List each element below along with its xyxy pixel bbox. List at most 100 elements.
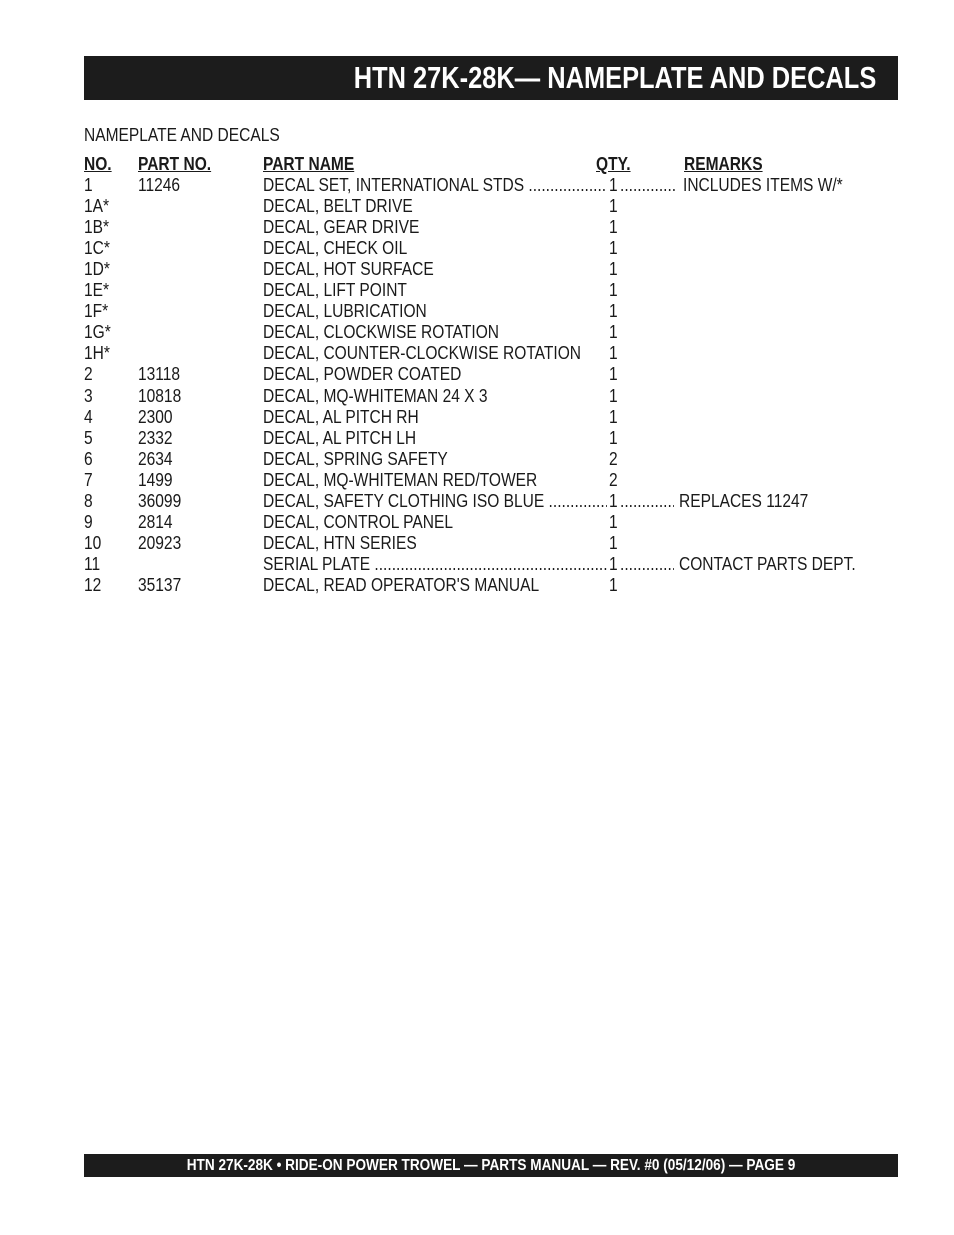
qty: 1 [609, 300, 618, 322]
table-row: 9 2814 DECAL, CONTROL PANEL 1 [0, 510, 954, 533]
table-row: 1E* DECAL, LIFT POINT 1 [0, 279, 954, 302]
qty: 1 [609, 195, 618, 217]
item-no: 1D* [84, 258, 110, 280]
qty: 1 [609, 573, 618, 595]
page-title-bar: HTN 27K-28K— NAMEPLATE AND DECALS [84, 56, 898, 100]
table-row: 1A* DECAL, BELT DRIVE 1 [0, 195, 954, 218]
col-part-no: PART NO. [138, 153, 212, 174]
section-title: NAMEPLATE AND DECALS [84, 124, 280, 145]
qty: 1 [609, 405, 618, 427]
table-row: 3 10818 DECAL, MQ-WHITEMAN 24 X 3 1 [0, 384, 954, 407]
item-no: 2 [84, 363, 93, 385]
qty: 1 [609, 321, 618, 343]
qty: 2 [609, 447, 618, 469]
part-name: DECAL, READ OPERATOR'S MANUAL [263, 573, 540, 595]
table-row: 2 13118 DECAL, POWDER COATED 1 [0, 363, 954, 386]
part-name: DECAL, HOT SURFACE [263, 258, 434, 280]
part-name: DECAL, CLOCKWISE ROTATION [263, 321, 500, 343]
part-name: DECAL, COUNTER-CLOCKWISE ROTATION [263, 342, 582, 364]
part-name: DECAL, MQ-WHITEMAN RED/TOWER [263, 468, 538, 490]
dot-leader: ........................................… [620, 489, 674, 511]
qty: 1 [609, 384, 618, 406]
col-qty: QTY. [596, 153, 631, 174]
item-no: 1 [84, 174, 93, 195]
qty: 1 [609, 531, 618, 553]
table-row: 1 11246 DECAL SET, INTERNATIONAL STDS ....… [84, 174, 843, 196]
table-row: 11 SERIAL PLATE .........................… [84, 552, 856, 575]
item-no: 7 [84, 468, 93, 490]
table-row: 10 20923 DECAL, HTN SERIES 1 [0, 531, 954, 554]
item-no: 5 [84, 426, 93, 448]
part-no: 11246 [138, 174, 181, 195]
part-name: DECAL, HTN SERIES [263, 531, 417, 553]
item-no: 1C* [84, 237, 110, 259]
table-row: 12 35137 DECAL, READ OPERATOR'S MANUAL 1 [0, 573, 954, 596]
qty: 2 [609, 468, 618, 490]
qty: 1 [609, 237, 618, 259]
part-name: DECAL, SPRING SAFETY [263, 447, 448, 469]
part-name: DECAL, POWDER COATED [263, 363, 462, 385]
part-name: DECAL, GEAR DRIVE [263, 216, 420, 238]
item-no: 1H* [84, 342, 110, 364]
part-no: 10818 [138, 384, 182, 406]
dot-leader: ........................................… [620, 174, 677, 195]
remarks: CONTACT PARTS DEPT. [679, 552, 856, 574]
part-no: 36099 [138, 489, 182, 511]
item-no: 11 [84, 552, 101, 574]
part-name: DECAL SET, INTERNATIONAL STDS [263, 174, 525, 195]
page-footer: HTN 27K-28K • RIDE-ON POWER TROWEL — PAR… [84, 1154, 898, 1177]
footer-text: HTN 27K-28K • RIDE-ON POWER TROWEL — PAR… [186, 1157, 796, 1174]
item-no: 3 [84, 384, 93, 406]
item-no: 1F* [84, 300, 109, 322]
qty: 1 [609, 552, 618, 574]
table-row: 1D* DECAL, HOT SURFACE 1 [0, 258, 954, 281]
item-no: 1G* [84, 321, 111, 343]
table-row: 1B* DECAL, GEAR DRIVE 1 [0, 216, 954, 239]
item-no: 1E* [84, 279, 110, 301]
item-no: 1A* [84, 195, 110, 217]
part-name: DECAL, LUBRICATION [263, 300, 427, 322]
item-no: 6 [84, 447, 93, 469]
qty: 1 [609, 510, 618, 532]
part-name: DECAL, SAFETY CLOTHING ISO BLUE [263, 489, 545, 511]
qty: 1 [609, 174, 618, 195]
part-name: DECAL, MQ-WHITEMAN 24 X 3 [263, 384, 488, 406]
qty: 1 [609, 279, 618, 301]
qty: 1 [609, 342, 618, 364]
part-no: 2300 [138, 405, 173, 427]
part-no: 2332 [138, 426, 173, 448]
part-no: 2814 [138, 510, 173, 532]
table-row: 1F* DECAL, LUBRICATION 1 [0, 300, 954, 323]
col-no: NO. [84, 153, 112, 174]
table-row: 8 36099 DECAL, SAFETY CLOTHING ISO BLUE ..… [84, 489, 809, 512]
qty: 1 [609, 216, 618, 238]
item-no: 12 [84, 573, 102, 595]
table-row: 6 2634 DECAL, SPRING SAFETY 2 [0, 447, 954, 470]
remarks: INCLUDES ITEMS W/* [683, 174, 843, 195]
table-row: 1C* DECAL, CHECK OIL 1 [0, 237, 954, 260]
table-row: 1H* DECAL, COUNTER-CLOCKWISE ROTATION 1 [0, 342, 954, 365]
part-no: 13118 [138, 363, 181, 385]
part-no: 35137 [138, 573, 182, 595]
part-name: DECAL, CHECK OIL [263, 237, 408, 259]
part-no: 20923 [138, 531, 182, 553]
col-part-name: PART NAME [263, 153, 355, 174]
item-no: 8 [84, 489, 93, 511]
item-no: 9 [84, 510, 93, 532]
part-no: 1499 [138, 468, 173, 490]
item-no: 1B* [84, 216, 110, 238]
table-header: NO. PART NO. PART NAME QTY. REMARKS [0, 153, 954, 174]
part-name: DECAL, LIFT POINT [263, 279, 407, 301]
qty: 1 [609, 363, 618, 385]
part-name: DECAL, CONTROL PANEL [263, 510, 453, 532]
qty: 1 [609, 258, 618, 280]
item-no: 10 [84, 531, 102, 553]
part-no: 2634 [138, 447, 173, 469]
table-row: 5 2332 DECAL, AL PITCH LH 1 [0, 426, 954, 449]
col-remarks: REMARKS [684, 153, 763, 174]
qty: 1 [609, 489, 618, 511]
part-name: SERIAL PLATE [263, 552, 371, 574]
page-title: HTN 27K-28K— NAMEPLATE AND DECALS [353, 60, 876, 95]
remarks: REPLACES 11247 [679, 489, 809, 511]
part-name: DECAL, AL PITCH LH [263, 426, 417, 448]
